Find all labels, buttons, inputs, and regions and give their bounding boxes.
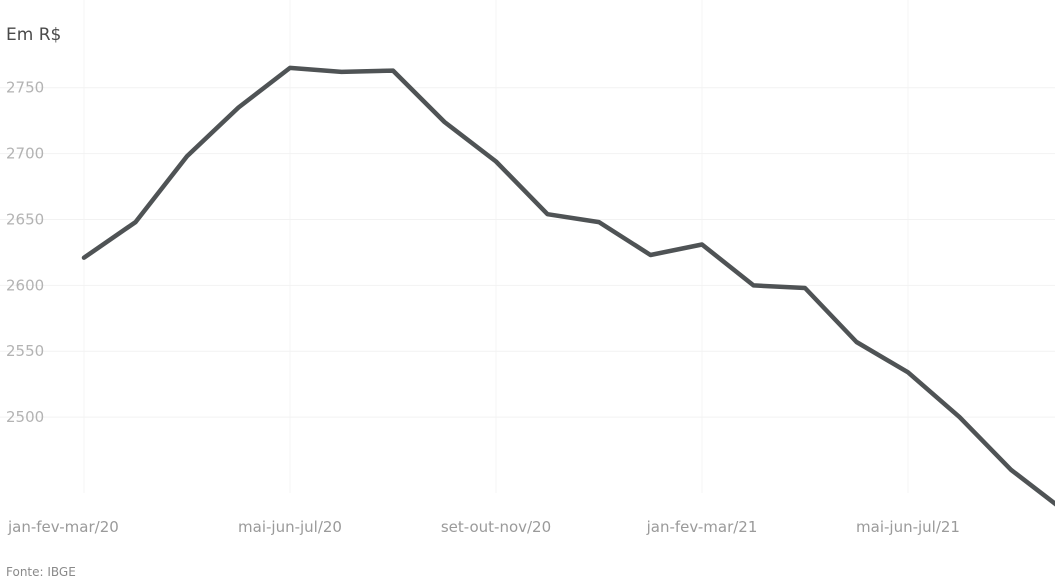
x-tick-label: set-out-nov/20: [441, 518, 551, 536]
y-tick-label: 2750: [6, 79, 44, 97]
series-line: [81, 65, 1055, 507]
x-tick-label: jan-fev-mar/20: [7, 518, 119, 536]
y-axis: 2500 2550 2600 2650 2700 2750: [6, 79, 44, 426]
y-tick-label: 2500: [6, 408, 44, 426]
horizontal-gridlines: [0, 87, 1055, 418]
x-tick-label: mai-jun-jul/21: [856, 518, 960, 536]
y-tick-label: 2550: [6, 342, 44, 360]
vertical-gridlines: [83, 0, 909, 493]
x-tick-label: jan-fev-mar/21: [646, 518, 758, 536]
y-tick-label: 2650: [6, 210, 44, 228]
y-tick-label: 2600: [6, 276, 44, 294]
y-tick-label: 2700: [6, 145, 44, 163]
x-axis: jan-fev-mar/20 mai-jun-jul/20 set-out-nov/…: [7, 518, 960, 536]
y-unit-label: Em R$: [6, 25, 61, 45]
source-note: Fonte: IBGE: [6, 565, 76, 579]
x-tick-label: mai-jun-jul/20: [238, 518, 342, 536]
